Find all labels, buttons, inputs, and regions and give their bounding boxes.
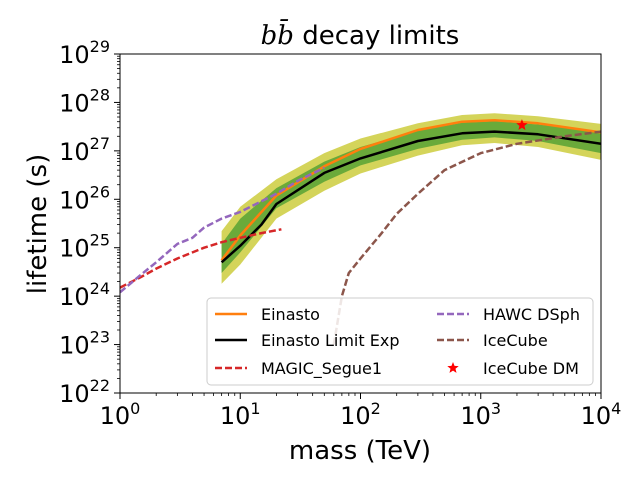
series-line-einasto-limit-exp <box>220 130 601 264</box>
series-line-icecube <box>332 130 601 345</box>
y-tick-label: 1028 <box>59 85 110 117</box>
series-line-einasto <box>220 118 601 262</box>
x-tick-label: 100 <box>100 399 141 430</box>
y-tick-label: 1023 <box>59 328 110 360</box>
x-axis-label: mass (TeV) <box>289 436 431 466</box>
legend-label-icecube-dm: IceCube DM <box>483 359 579 378</box>
y-tick-label: 1026 <box>59 182 110 214</box>
y-tick-label: 1024 <box>59 279 110 311</box>
x-axis: 100 101 102 103 104 <box>100 393 622 430</box>
series-line-magic-segue1 <box>120 228 282 289</box>
band-inner <box>221 121 601 273</box>
legend-label-einasto-limit-exp: Einasto Limit Exp <box>261 331 399 350</box>
legend-box <box>206 297 594 386</box>
plot-area <box>120 113 601 345</box>
y-axis-label: lifetime (s) <box>23 154 53 294</box>
legend-label-hawc-dsph: HAWC DSph <box>483 305 580 324</box>
x-tick-label: 103 <box>460 399 501 430</box>
x-tick-label: 102 <box>340 399 381 430</box>
y-tick-label: 1027 <box>59 134 110 166</box>
x-tick-label: 104 <box>581 399 622 430</box>
x-tick-label: 101 <box>220 399 261 430</box>
legend-swatch-icecube-dm <box>447 362 459 373</box>
legend-label-icecube: IceCube <box>483 331 548 350</box>
legend-label-magic-segue1: MAGIC_Segue1 <box>261 359 382 379</box>
chart-title: bb̄ decay limits <box>261 18 460 51</box>
series-line-hawc-dsph <box>120 166 325 294</box>
y-tick-label: 1022 <box>59 376 110 408</box>
y-axis: 1022 1023 1024 1025 1026 1027 1028 1029 <box>59 37 120 408</box>
legend-label-einasto: Einasto <box>261 305 320 324</box>
icecube-dm-point <box>516 119 528 130</box>
y-tick-label: 1025 <box>59 231 110 263</box>
legend: Einasto Einasto Limit Exp MAGIC_Segue1 HAWC… <box>206 297 594 386</box>
y-tick-label: 1029 <box>59 37 110 69</box>
